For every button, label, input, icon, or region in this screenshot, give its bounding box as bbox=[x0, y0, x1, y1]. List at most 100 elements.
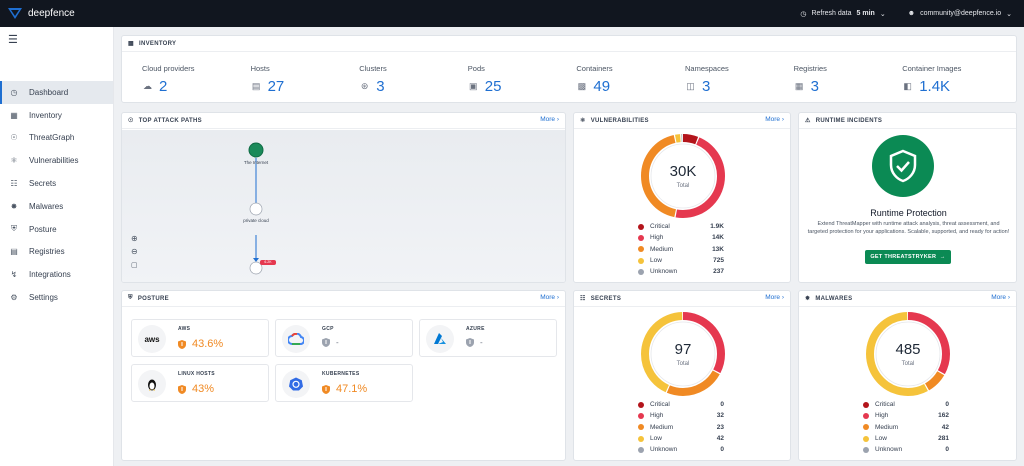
attack-path-icon: ☉ bbox=[128, 118, 134, 124]
inventory-item-containers[interactable]: Containers ▩ 49 bbox=[576, 64, 684, 95]
legend-dot bbox=[638, 246, 644, 253]
zoom-in-button[interactable]: ⊕ bbox=[131, 234, 138, 243]
secrets-more-link[interactable]: More › bbox=[765, 294, 784, 301]
sidebar-item-dashboard[interactable]: ◷ Dashboard bbox=[0, 81, 113, 104]
legend-label: Low bbox=[650, 257, 662, 265]
inventory-item-value: 3 bbox=[376, 78, 385, 95]
posture-tile-linux[interactable]: LINUX HOSTS 43% bbox=[131, 364, 269, 402]
donut-segment-medium[interactable] bbox=[641, 312, 725, 396]
posture-more-link[interactable]: More › bbox=[540, 294, 559, 301]
fit-view-button[interactable]: ▢ bbox=[131, 262, 138, 269]
zoom-out-button[interactable]: ⊖ bbox=[131, 247, 138, 256]
legend-value: 281 bbox=[938, 435, 949, 443]
sidebar-item-registries[interactable]: ▤ Registries bbox=[0, 241, 113, 264]
secrets-title: SECRETS bbox=[590, 295, 622, 302]
legend-item-medium[interactable]: Medium 42 bbox=[863, 422, 949, 433]
shield-check-icon bbox=[872, 135, 934, 197]
legend-item-medium[interactable]: Medium 23 bbox=[638, 422, 724, 433]
vulnerabilities-donut-chart[interactable] bbox=[638, 131, 728, 221]
legend-item-unknown[interactable]: Unknown 0 bbox=[863, 444, 949, 455]
plug-icon: ↯ bbox=[10, 270, 18, 280]
posture-score: - bbox=[480, 338, 483, 347]
legend-item-critical[interactable]: Critical 1.9K bbox=[638, 221, 724, 232]
legend-item-high[interactable]: High 14K bbox=[638, 232, 724, 243]
attack-graph-svg bbox=[248, 142, 276, 275]
posture-tile-aws[interactable]: aws AWS 43.6% bbox=[131, 319, 269, 357]
inventory-item-clusters[interactable]: Clusters ⊛ 3 bbox=[359, 64, 467, 95]
legend-label: Critical bbox=[650, 401, 670, 409]
sidebar-item-malwares[interactable]: ✸ Malwares bbox=[0, 195, 113, 218]
host-icon: ▤ bbox=[251, 81, 261, 91]
shield-icon bbox=[322, 384, 330, 394]
cloud-node-label: private cloud bbox=[243, 218, 269, 223]
inventory-item-label: Hosts bbox=[250, 64, 270, 73]
legend-item-low[interactable]: Low 281 bbox=[863, 433, 949, 444]
runtime-title: RUNTIME INCIDENTS bbox=[815, 117, 883, 124]
inventory-icon: ▦ bbox=[128, 41, 134, 47]
legend-item-critical[interactable]: Critical 0 bbox=[863, 399, 949, 410]
donut-segment-medium[interactable] bbox=[641, 134, 725, 218]
donut-segment-high[interactable] bbox=[641, 312, 725, 396]
sidebar-item-integrations[interactable]: ↯ Integrations bbox=[0, 263, 113, 286]
legend-item-medium[interactable]: Medium 13K bbox=[638, 244, 724, 255]
donut-segment-critical[interactable] bbox=[641, 134, 725, 218]
legend-dot bbox=[863, 435, 869, 442]
runtime-description: Extend ThreatMapper with runtime attack … bbox=[807, 221, 1010, 235]
malwares-more-link[interactable]: More › bbox=[991, 294, 1010, 301]
virus-icon: ✸ bbox=[805, 296, 811, 302]
malwares-donut-chart[interactable] bbox=[863, 309, 953, 399]
legend-label: Medium bbox=[650, 245, 674, 253]
legend-item-high[interactable]: High 32 bbox=[638, 410, 724, 421]
hamburger-menu-icon[interactable]: ☰ bbox=[8, 34, 18, 46]
posture-tile-azure[interactable]: AZURE - bbox=[419, 319, 557, 357]
donut-segment-low[interactable] bbox=[641, 312, 725, 396]
inventory-item-label: Registries bbox=[793, 64, 827, 73]
sidebar-item-inventory[interactable]: ▦ Inventory bbox=[0, 104, 113, 127]
legend-dot bbox=[863, 446, 869, 453]
legend-item-unknown[interactable]: Unknown 237 bbox=[638, 266, 724, 277]
inventory-item-value: 27 bbox=[267, 78, 285, 95]
sidebar-item-secrets[interactable]: ☷ Secrets bbox=[0, 172, 113, 195]
donut-segment-high[interactable] bbox=[866, 312, 950, 396]
legend-item-high[interactable]: High 162 bbox=[863, 410, 949, 421]
inventory-item-namespaces[interactable]: Namespaces ◫ 3 bbox=[685, 64, 793, 95]
posture-provider-name: AZURE bbox=[466, 326, 485, 332]
sidebar-item-threatgraph[interactable]: ☉ ThreatGraph bbox=[0, 127, 113, 150]
posture-tile-k8s[interactable]: KUBERNETES 47.1% bbox=[275, 364, 413, 402]
legend-item-low[interactable]: Low 42 bbox=[638, 433, 724, 444]
get-threatstryker-button[interactable]: GET THREATSTRYKER → bbox=[865, 250, 951, 264]
inventory-item-value: 3 bbox=[702, 78, 711, 95]
secrets-donut-chart[interactable] bbox=[638, 309, 728, 399]
bug-icon: ⚛ bbox=[10, 156, 18, 166]
sidebar-item-settings[interactable]: ⚙ Settings bbox=[0, 286, 113, 309]
refresh-selector[interactable]: ◷ Refresh data 5 min ⌄ bbox=[800, 10, 885, 18]
legend-dot bbox=[863, 424, 869, 431]
sidebar-item-label: Malwares bbox=[29, 201, 64, 211]
posture-provider-name: LINUX HOSTS bbox=[178, 371, 215, 377]
attack-graph-canvas[interactable]: The Internet private cloud 6.2K ⊕ ⊖ ▢ bbox=[122, 130, 565, 282]
legend-item-unknown[interactable]: Unknown 0 bbox=[638, 444, 724, 455]
posture-title: POSTURE bbox=[137, 295, 169, 302]
donut-segment-low[interactable] bbox=[866, 312, 950, 396]
donut-segment-high[interactable] bbox=[641, 134, 725, 218]
attack-count-badge: 6.2K bbox=[264, 260, 272, 264]
inventory-item-registries[interactable]: Registries ▦ 3 bbox=[794, 64, 902, 95]
inventory-item-pods[interactable]: Pods ▣ 25 bbox=[468, 64, 576, 95]
inventory-item-container-images[interactable]: Container Images ◧ 1.4K bbox=[902, 64, 1010, 95]
app-logo[interactable]: deepfence bbox=[8, 8, 75, 19]
legend-value: 0 bbox=[945, 401, 949, 409]
inventory-item-cloud-providers[interactable]: Cloud providers ☁ 2 bbox=[142, 64, 250, 95]
attack-paths-more-link[interactable]: More › bbox=[540, 116, 559, 123]
inventory-item-label: Containers bbox=[576, 64, 613, 73]
legend-item-low[interactable]: Low 725 bbox=[638, 255, 724, 266]
vulnerabilities-more-link[interactable]: More › bbox=[765, 116, 784, 123]
legend-item-critical[interactable]: Critical 0 bbox=[638, 399, 724, 410]
inventory-item-value: 2 bbox=[159, 78, 168, 95]
sidebar-item-label: ThreatGraph bbox=[29, 133, 75, 143]
user-menu[interactable]: ☻ community@deepfence.io ⌄ bbox=[908, 10, 1012, 18]
inventory-item-hosts[interactable]: Hosts ▤ 27 bbox=[251, 64, 359, 95]
gauge-icon: ◷ bbox=[10, 87, 18, 97]
sidebar-item-vulnerabilities[interactable]: ⚛ Vulnerabilities bbox=[0, 149, 113, 172]
sidebar-item-posture[interactable]: ⛨ Posture bbox=[0, 218, 113, 241]
posture-tile-gcp[interactable]: GCP - bbox=[275, 319, 413, 357]
